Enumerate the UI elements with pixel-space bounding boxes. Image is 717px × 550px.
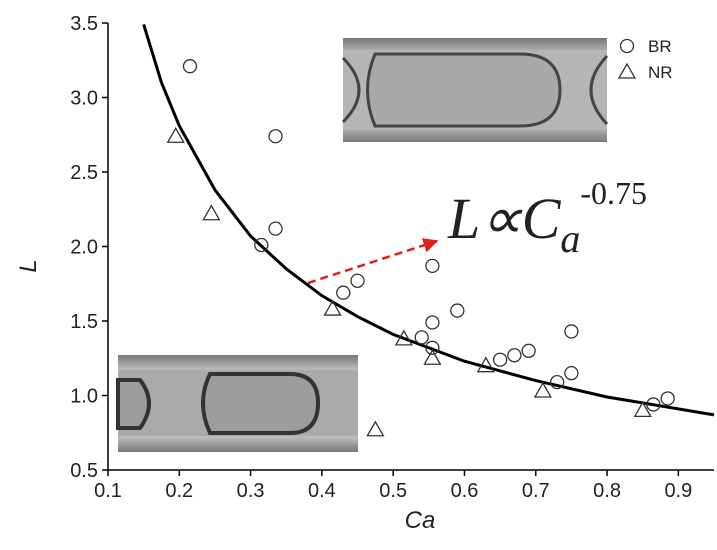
- x-tick-label: 0.8: [593, 480, 621, 502]
- point: [507, 348, 522, 363]
- x-tick-label: 0.7: [522, 480, 550, 502]
- point: [268, 129, 283, 144]
- x-tick-label: 0.3: [237, 480, 265, 502]
- y-tick-label: 2.5: [70, 162, 98, 184]
- point: [166, 126, 185, 143]
- legend-label: NR: [648, 63, 673, 82]
- x-tick-label: 0.5: [379, 480, 407, 502]
- point: [394, 329, 413, 346]
- point: [660, 391, 675, 406]
- x-tick-label: 0.9: [664, 480, 692, 502]
- point: [425, 258, 440, 274]
- point: [202, 204, 221, 221]
- y-tick-label: 3.5: [70, 13, 98, 35]
- point: [564, 365, 579, 381]
- y-tick-label: 2.0: [70, 237, 98, 259]
- x-tick-label: 0.1: [94, 480, 122, 502]
- annotation: L∝Ca-0.75: [447, 175, 647, 261]
- point: [550, 374, 565, 390]
- y-axis-label: L: [15, 259, 42, 272]
- point: [646, 397, 661, 412]
- fit-curve: [142, 24, 715, 417]
- point: [533, 381, 553, 398]
- y-tick-label: 1.5: [70, 311, 98, 333]
- y-tick-label: 0.5: [70, 460, 98, 482]
- inset-photo: [341, 38, 609, 142]
- y-tick-label: 3.0: [70, 88, 98, 110]
- y-tick-label: 1.0: [70, 386, 98, 408]
- point: [182, 59, 198, 74]
- point: [633, 401, 652, 418]
- x-tick-label: 0.6: [451, 480, 479, 502]
- point: [425, 340, 440, 355]
- annotation-exponent: -0.75: [580, 175, 647, 211]
- annotation-subscript: a: [560, 216, 580, 261]
- legend-label: BR: [648, 37, 672, 56]
- point: [323, 299, 342, 316]
- legend-marker: [617, 62, 637, 79]
- point: [450, 303, 465, 318]
- point: [414, 330, 429, 345]
- point: [350, 273, 365, 288]
- point: [254, 237, 269, 253]
- x-tick-label: 0.2: [165, 480, 193, 502]
- point: [423, 348, 442, 365]
- point: [366, 420, 385, 437]
- inset-photo: [116, 355, 358, 452]
- annotation-arrow: [307, 238, 439, 285]
- point: [521, 343, 536, 358]
- point: [268, 221, 283, 236]
- point: [476, 356, 495, 373]
- annotation-text: L∝C: [447, 186, 562, 251]
- x-axis-label: Ca: [405, 507, 436, 534]
- point: [336, 285, 351, 300]
- point: [425, 315, 440, 330]
- x-tick-label: 0.4: [308, 480, 336, 502]
- point: [492, 352, 508, 367]
- point: [564, 324, 579, 339]
- legend-marker: [619, 38, 635, 54]
